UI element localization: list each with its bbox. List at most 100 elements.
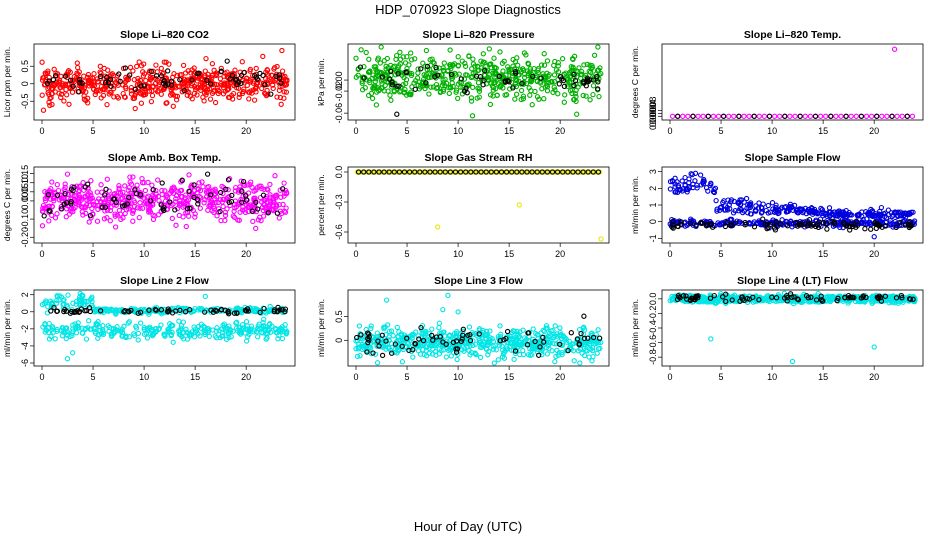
data-point bbox=[564, 83, 571, 89]
x-tick-label: 5 bbox=[719, 126, 724, 136]
data-point bbox=[541, 51, 547, 57]
y-tick-label: -0.3 bbox=[334, 194, 344, 210]
data-point bbox=[828, 113, 834, 119]
data-point bbox=[715, 113, 722, 119]
data-point bbox=[243, 319, 250, 325]
data-point bbox=[204, 184, 210, 190]
data-point bbox=[85, 181, 91, 187]
data-point bbox=[281, 95, 287, 101]
data-point bbox=[546, 79, 552, 86]
data-point bbox=[88, 192, 94, 198]
data-point bbox=[427, 169, 433, 175]
data-point bbox=[549, 79, 555, 85]
data-point bbox=[486, 46, 492, 52]
data-point bbox=[387, 92, 393, 98]
data-point bbox=[154, 89, 161, 95]
data-point bbox=[490, 87, 496, 93]
data-point bbox=[379, 74, 385, 80]
data-point bbox=[376, 88, 382, 94]
data-point bbox=[583, 93, 589, 99]
data-point bbox=[231, 201, 238, 207]
data-point bbox=[381, 169, 387, 175]
data-point bbox=[374, 360, 381, 366]
data-point bbox=[376, 169, 382, 175]
data-point bbox=[153, 73, 160, 79]
data-point bbox=[205, 71, 211, 77]
data-point bbox=[147, 74, 153, 80]
data-point bbox=[904, 113, 910, 119]
data-point bbox=[64, 92, 70, 98]
data-point bbox=[155, 177, 161, 183]
data-point bbox=[270, 85, 276, 92]
data-point bbox=[137, 205, 143, 211]
data-point bbox=[62, 73, 69, 79]
data-point bbox=[60, 83, 66, 89]
data-point bbox=[181, 87, 187, 94]
data-point bbox=[254, 76, 260, 82]
data-point bbox=[160, 80, 167, 87]
data-point bbox=[206, 333, 212, 340]
panel-title: Slope Sample Flow bbox=[745, 152, 842, 164]
data-point bbox=[517, 67, 523, 73]
data-point bbox=[68, 196, 74, 202]
data-point bbox=[61, 98, 67, 104]
data-point bbox=[50, 77, 57, 83]
y-axis-label: Licor ppm per min. bbox=[2, 47, 12, 117]
x-tick-label: 0 bbox=[39, 372, 44, 382]
data-point bbox=[212, 99, 219, 106]
data-point bbox=[379, 352, 386, 359]
data-point bbox=[221, 80, 228, 86]
data-point bbox=[549, 169, 556, 175]
data-point bbox=[541, 96, 547, 102]
x-tick-label: 5 bbox=[405, 249, 410, 259]
data-point bbox=[551, 84, 557, 90]
data-point bbox=[218, 68, 224, 75]
data-point bbox=[585, 78, 592, 85]
data-point bbox=[461, 88, 468, 94]
data-point bbox=[132, 105, 138, 112]
data-point bbox=[279, 68, 286, 74]
data-point bbox=[363, 49, 369, 56]
data-point bbox=[67, 69, 73, 75]
data-point bbox=[412, 86, 418, 92]
data-point bbox=[111, 94, 117, 100]
data-point bbox=[167, 199, 173, 205]
data-point bbox=[48, 308, 54, 314]
data-point bbox=[220, 91, 227, 97]
data-point bbox=[236, 91, 243, 97]
data-point bbox=[720, 113, 727, 119]
data-point bbox=[189, 77, 195, 83]
data-point bbox=[144, 335, 151, 341]
data-point bbox=[186, 188, 192, 195]
data-point bbox=[49, 91, 55, 97]
data-point bbox=[679, 178, 685, 184]
data-point bbox=[183, 223, 189, 230]
data-point bbox=[207, 86, 213, 92]
plot-frame bbox=[347, 43, 610, 121]
data-point bbox=[222, 212, 229, 219]
data-point bbox=[518, 96, 524, 103]
data-point bbox=[519, 169, 525, 175]
data-point bbox=[871, 344, 877, 350]
data-point bbox=[513, 91, 520, 97]
data-point bbox=[518, 87, 525, 94]
data-point bbox=[176, 318, 182, 324]
data-point bbox=[65, 292, 71, 298]
data-point bbox=[412, 56, 418, 62]
data-point bbox=[469, 113, 476, 119]
data-point bbox=[79, 209, 85, 215]
data-point bbox=[208, 198, 215, 204]
data-point bbox=[122, 65, 129, 71]
data-point bbox=[180, 62, 187, 69]
data-point bbox=[217, 197, 224, 203]
data-point bbox=[151, 195, 157, 201]
data-point bbox=[415, 82, 421, 88]
data-point bbox=[52, 73, 59, 79]
data-point bbox=[49, 179, 55, 185]
data-point bbox=[115, 95, 122, 101]
data-point bbox=[497, 49, 503, 55]
data-point bbox=[159, 191, 165, 198]
